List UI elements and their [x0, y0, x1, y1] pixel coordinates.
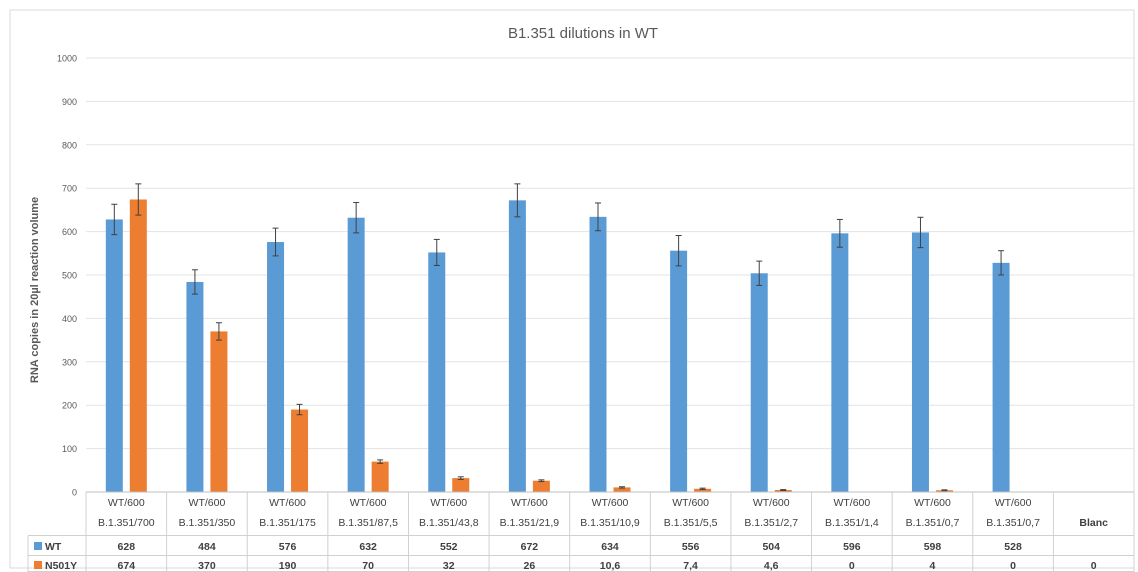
data-label: 598	[924, 541, 942, 553]
x-tick-label: WT/600	[350, 497, 387, 509]
x-tick-label: WT/600	[269, 497, 306, 509]
x-tick-label: B.1.351/21,9	[500, 517, 560, 529]
data-label: 634	[601, 541, 619, 553]
bar-n501y	[291, 409, 309, 492]
y-tick-label: 400	[62, 314, 77, 324]
data-label: 7,4	[683, 560, 698, 572]
data-label: 674	[118, 560, 136, 572]
bar-wt	[105, 219, 123, 492]
bar-wt	[508, 200, 526, 493]
y-tick-label: 200	[62, 401, 77, 411]
bar-n501y	[210, 331, 228, 492]
bar-wt	[186, 281, 204, 492]
x-tick-label: B.1.351/700	[98, 517, 155, 529]
x-tick-label: WT/600	[592, 497, 629, 509]
data-label: 32	[443, 560, 455, 572]
x-tick-label: B.1.351/1,4	[825, 517, 879, 529]
data-label: 4	[930, 560, 936, 572]
data-label: 484	[198, 541, 216, 553]
x-tick-label: WT/600	[914, 497, 951, 509]
y-axis-label: RNA copies in 20µl reaction volume	[29, 197, 41, 383]
y-tick-label: 600	[62, 227, 77, 237]
data-label: 0	[1010, 560, 1016, 572]
y-tick-label: 500	[62, 271, 77, 281]
gridlines	[86, 57, 1134, 493]
x-tick-label: B.1.351/5,5	[664, 517, 718, 529]
data-label: 0	[849, 560, 855, 572]
data-label: 672	[521, 541, 539, 553]
x-tick-label: WT/600	[753, 497, 790, 509]
data-label: 370	[198, 560, 216, 572]
bar-wt	[992, 262, 1010, 492]
data-label: 70	[362, 560, 374, 572]
y-tick-label: 1000	[57, 54, 77, 64]
bar-wt	[750, 273, 768, 492]
x-tick-label: WT/600	[995, 497, 1032, 509]
bar-wt	[670, 250, 688, 492]
x-tick-label: WT/600	[511, 497, 548, 509]
data-label: 556	[682, 541, 700, 553]
bar-wt	[347, 217, 365, 492]
y-tick-labels: 0 100 200 300 400 500 600 700 800 900 1000	[57, 54, 77, 498]
data-label: 596	[843, 541, 861, 553]
chart-border	[9, 9, 1135, 569]
data-label: 26	[524, 560, 536, 572]
bar-n501y	[694, 488, 712, 492]
bar-wt	[589, 216, 607, 492]
data-label: 4,6	[764, 560, 779, 572]
y-tick-label: 700	[62, 184, 77, 194]
bar-wt	[911, 232, 929, 492]
bar-n501y	[613, 487, 631, 492]
legend-label: WT	[45, 541, 62, 553]
data-label: 504	[762, 541, 780, 553]
y-tick-label: 300	[62, 357, 77, 367]
chart-title: B1.351 dilutions in WT	[508, 25, 658, 42]
x-tick-label: WT/600	[672, 497, 709, 509]
x-tick-label: WT/600	[430, 497, 467, 509]
data-label: 632	[359, 541, 377, 553]
y-tick-label: 100	[62, 444, 77, 454]
bar-n501y	[129, 199, 147, 492]
x-tick-label: B.1.351/175	[259, 517, 316, 529]
x-tick-label: B.1.351/87,5	[338, 517, 398, 529]
data-label: 528	[1004, 541, 1022, 553]
data-label: 628	[118, 541, 136, 553]
bar-n501y	[452, 478, 470, 492]
bar-wt	[267, 242, 285, 492]
x-tick-label: WT/600	[833, 497, 870, 509]
bar-n501y	[774, 490, 792, 492]
legend-label: N501Y	[45, 560, 77, 572]
x-tick-label: B.1.351/0,7	[986, 517, 1040, 529]
data-table: WT/600 B.1.351/700 WT/600 B.1.351/350 WT/600…	[27, 492, 1135, 572]
x-tick-label: WT/600	[108, 497, 145, 509]
bar-wt	[428, 252, 446, 492]
bar-n501y	[532, 480, 550, 492]
data-label: 552	[440, 541, 458, 553]
x-tick-label: B.1.351/10,9	[580, 517, 640, 529]
x-tick-label: WT/600	[189, 497, 226, 509]
data-label: 10,6	[600, 560, 621, 572]
y-tick-label: 800	[62, 140, 77, 150]
x-tick-label: B.1.351/2,7	[744, 517, 798, 529]
x-tick-label: B.1.351/350	[179, 517, 236, 529]
x-tick-label: Blanc	[1079, 517, 1108, 529]
data-label: 0	[1091, 560, 1097, 572]
bar-wt	[831, 233, 849, 492]
y-tick-label: 900	[62, 97, 77, 107]
legend-key-n501y	[34, 561, 42, 569]
y-tick-label: 0	[72, 488, 77, 498]
x-tick-label: B.1.351/43,8	[419, 517, 479, 529]
x-tick-label: B.1.351/0,7	[906, 517, 960, 529]
bar-n501y	[371, 461, 389, 492]
legend-key-wt	[34, 542, 42, 550]
data-label: 190	[279, 560, 297, 572]
bars	[86, 183, 1134, 493]
data-label: 576	[279, 541, 297, 553]
